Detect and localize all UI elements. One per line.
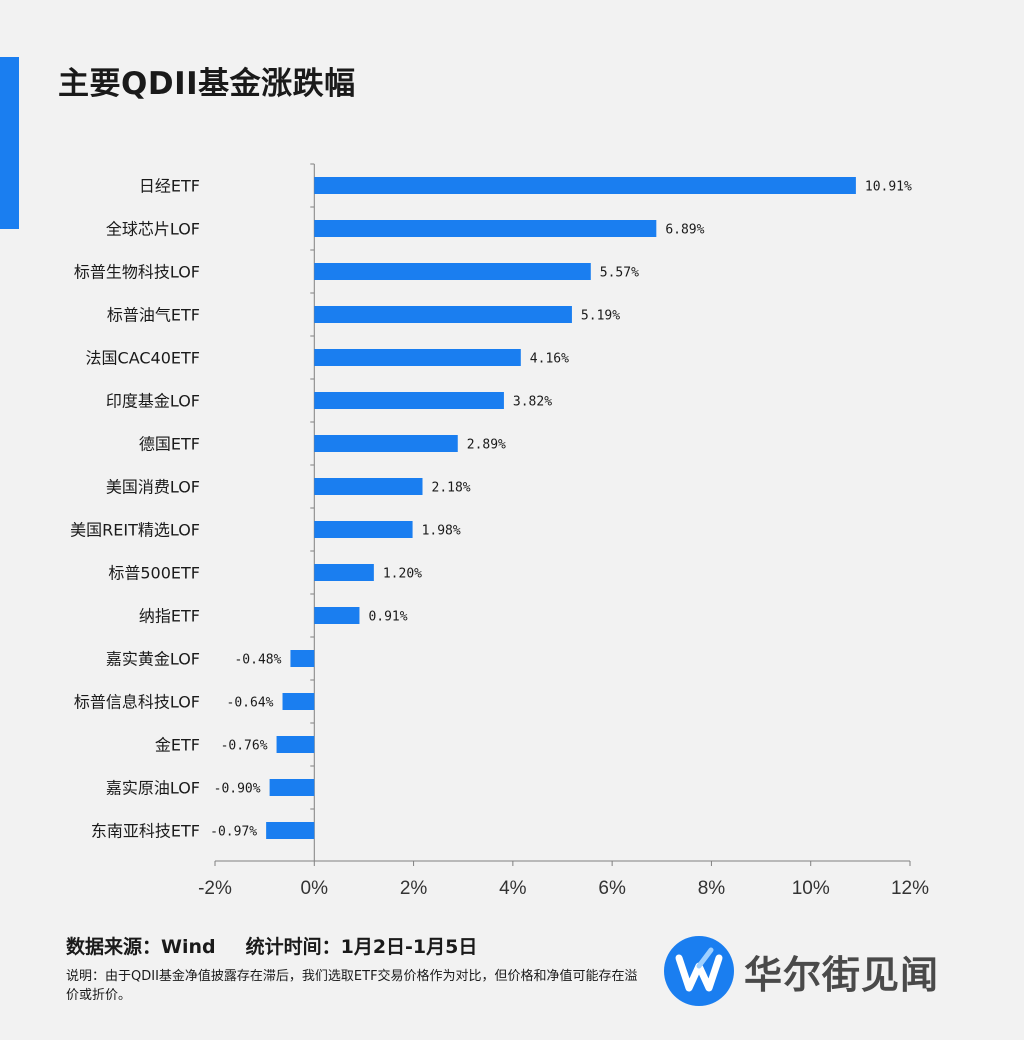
bar	[314, 349, 521, 366]
footer-source: 数据来源：Wind 统计时间：1月2日-1月5日	[66, 932, 477, 959]
bar	[314, 263, 591, 280]
bar	[314, 306, 572, 323]
bar	[314, 478, 423, 495]
bar	[269, 779, 315, 796]
value-label: -0.48%	[234, 653, 281, 668]
x-tick-label: 8%	[698, 878, 726, 899]
bar	[314, 392, 504, 409]
bar	[314, 177, 856, 194]
category-label: 嘉实黄金LOF	[106, 650, 200, 669]
x-tick-label: -2%	[198, 878, 232, 899]
bar	[314, 220, 657, 237]
value-label: -0.97%	[210, 825, 257, 840]
logo-text: 华尔街见闻	[744, 951, 940, 997]
category-label: 德国ETF	[139, 435, 200, 454]
value-label: 2.18%	[432, 481, 471, 496]
stat-period: 统计时间：1月2日-1月5日	[245, 936, 478, 958]
category-label: 美国REIT精选LOF	[70, 521, 200, 540]
x-tick-label: 6%	[598, 878, 626, 899]
value-label: 2.89%	[467, 438, 506, 453]
category-label: 法国CAC40ETF	[86, 349, 200, 368]
bar-chart: -2% 0% 2% 4% 6% 8% 10% 12% 日经ETF 10.91% 全球芯片LOF 6.8…	[70, 163, 929, 899]
category-label: 纳指ETF	[139, 607, 200, 626]
value-label: 0.91%	[368, 610, 407, 625]
value-label: 1.20%	[383, 567, 422, 582]
category-label: 标普500ETF	[108, 564, 200, 583]
wallstreetcn-logo-icon	[664, 936, 734, 1006]
category-label: 标普信息科技LOF	[74, 693, 200, 712]
footer-note: 说明：由于QDII基金净值披露存在滞后，我们选取ETF交易价格作为对比，但价格和…	[66, 969, 638, 1003]
value-label: -0.64%	[227, 696, 274, 711]
category-label: 东南亚科技ETF	[91, 822, 200, 841]
bar	[282, 693, 315, 710]
bar	[276, 736, 315, 753]
x-tick-label: 10%	[792, 878, 830, 899]
value-label: -0.90%	[214, 782, 261, 797]
data-source: 数据来源：Wind	[66, 936, 216, 958]
value-label: -0.76%	[221, 739, 268, 754]
value-label: 5.57%	[600, 266, 639, 281]
value-label: 6.89%	[665, 223, 704, 238]
value-label: 4.16%	[530, 352, 569, 367]
value-label: 5.19%	[581, 309, 620, 324]
category-label: 日经ETF	[139, 177, 200, 196]
chart-title: 主要QDII基金涨跌幅	[58, 66, 356, 102]
x-tick-label: 4%	[499, 878, 527, 899]
brand-logo: 华尔街见闻	[664, 936, 939, 1006]
category-label: 印度基金LOF	[106, 392, 200, 411]
x-tick-label: 2%	[400, 878, 428, 899]
value-label: 1.98%	[422, 524, 461, 539]
category-label: 美国消费LOF	[106, 478, 200, 497]
value-label: 3.82%	[513, 395, 552, 410]
title-accent-bar	[0, 57, 19, 229]
bar	[266, 822, 315, 839]
bar	[314, 607, 360, 624]
category-label: 标普油气ETF	[107, 306, 200, 325]
category-label: 嘉实原油LOF	[106, 779, 200, 798]
category-label: 标普生物科技LOF	[74, 263, 200, 282]
x-tick-label: 12%	[891, 878, 929, 899]
value-label: 10.91%	[865, 180, 912, 195]
bar	[290, 650, 315, 667]
x-tick-label: 0%	[301, 878, 329, 899]
category-label: 全球芯片LOF	[106, 220, 200, 239]
bar	[314, 435, 458, 452]
bar	[314, 521, 413, 538]
category-label: 金ETF	[155, 736, 200, 755]
bar	[314, 564, 374, 581]
